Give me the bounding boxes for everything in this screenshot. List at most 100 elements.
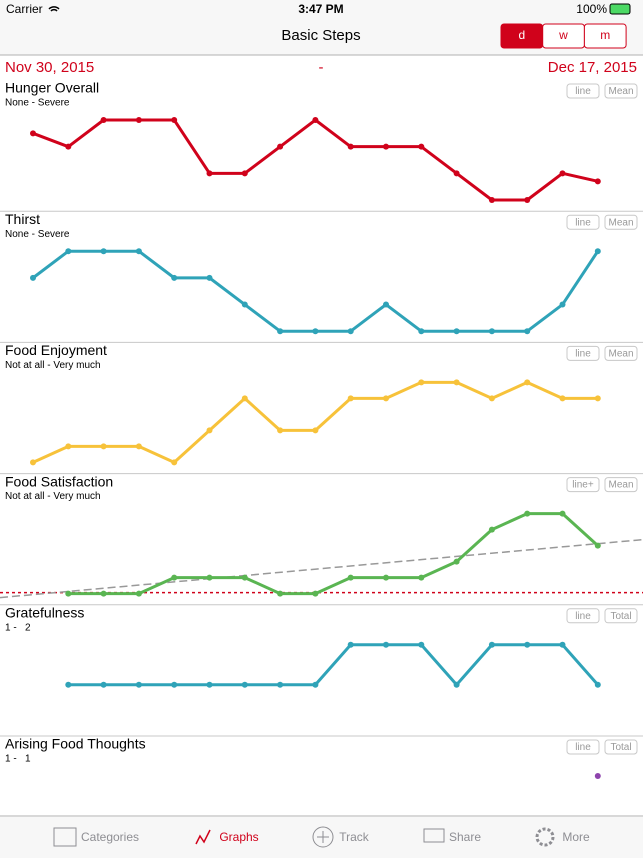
battery-icon	[609, 3, 631, 15]
segment-label: d	[518, 28, 525, 42]
data-point	[135, 590, 142, 597]
data-point	[347, 395, 354, 402]
panel-title: Arising Food Thoughts	[5, 736, 146, 752]
series-line	[68, 643, 599, 687]
data-point	[383, 395, 389, 402]
data-point	[65, 443, 72, 450]
wifi-icon	[48, 6, 60, 12]
data-point	[418, 641, 425, 648]
data-point	[100, 248, 107, 255]
panel-button[interactable]	[604, 477, 638, 493]
data-point	[277, 143, 284, 150]
data-point	[383, 143, 389, 150]
panel-button[interactable]	[566, 345, 600, 361]
panel-title: Hunger Overall	[5, 80, 99, 96]
data-point	[594, 178, 601, 185]
clock: 3:47 PM	[298, 2, 343, 16]
panel-subtitle: 1 - 2	[5, 622, 31, 633]
data-point	[206, 170, 213, 177]
data-point	[488, 328, 495, 335]
data-point	[312, 427, 319, 434]
data-point	[241, 301, 248, 308]
data-point	[65, 248, 72, 255]
panel-button[interactable]	[604, 345, 638, 361]
data-point	[559, 510, 566, 517]
panel-button-label: line	[575, 86, 591, 97]
data-point	[488, 395, 495, 402]
data-point	[206, 574, 213, 581]
panel-button[interactable]	[566, 214, 600, 230]
data-point	[418, 574, 425, 581]
panel-button[interactable]	[604, 214, 638, 230]
panel-button[interactable]	[604, 83, 638, 99]
icon-track-plus	[317, 831, 329, 843]
data-point	[383, 574, 389, 581]
panel-button-label: line	[575, 742, 591, 753]
panel-subtitle: None - Severe	[5, 98, 70, 109]
panel-button-label: Total	[610, 611, 631, 622]
data-point	[453, 681, 460, 688]
data-point	[559, 301, 566, 308]
data-point	[100, 590, 107, 597]
panel-button-label: Mean	[608, 86, 633, 97]
panels-bg	[0, 80, 643, 816]
panel-button[interactable]	[566, 83, 600, 99]
panel-button-label: line+	[572, 480, 594, 491]
segment-label: m	[600, 28, 610, 42]
data-point	[594, 248, 601, 255]
data-point	[312, 681, 319, 688]
icon-share	[423, 828, 445, 843]
data-point	[65, 590, 72, 597]
data-point	[347, 328, 354, 335]
data-point	[241, 170, 248, 177]
data-point	[453, 170, 460, 177]
segment-label: w	[558, 28, 568, 42]
data-point	[453, 328, 460, 335]
data-point	[383, 301, 389, 308]
tab-label[interactable]: Graphs	[219, 830, 258, 844]
data-point	[594, 542, 601, 549]
icon-categories	[53, 827, 77, 847]
icon-more	[535, 827, 555, 847]
data-point	[277, 328, 284, 335]
data-point	[30, 274, 36, 281]
data-point	[100, 443, 107, 450]
data-point	[559, 395, 566, 402]
panel-button[interactable]	[566, 608, 600, 624]
data-point	[241, 395, 248, 402]
data-point	[277, 590, 284, 597]
data-point	[206, 427, 213, 434]
panel-button-label: Mean	[608, 349, 633, 360]
data-point	[488, 641, 495, 648]
tab-label[interactable]: Share	[449, 830, 481, 844]
panel-button[interactable]	[566, 739, 600, 755]
series-line	[68, 512, 599, 596]
data-point	[206, 274, 213, 281]
data-point	[559, 641, 566, 648]
tab-label[interactable]: Track	[339, 830, 370, 844]
panel-button[interactable]	[566, 477, 600, 493]
data-point	[488, 197, 495, 203]
panel-button-label: line	[575, 611, 591, 622]
panel-subtitle: None - Severe	[5, 229, 70, 240]
panel-button[interactable]	[604, 739, 638, 755]
segment[interactable]	[583, 23, 627, 49]
panel-button[interactable]	[604, 608, 638, 624]
icon-track	[312, 826, 334, 848]
data-point	[206, 681, 213, 688]
tab-label[interactable]: Categories	[81, 830, 139, 844]
panel-title: Food Satisfaction	[5, 473, 113, 489]
data-point	[524, 197, 531, 203]
nav-title: Basic Steps	[281, 27, 360, 44]
data-point	[100, 117, 107, 123]
data-point	[312, 328, 319, 335]
carrier: Carrier	[6, 2, 43, 16]
data-point	[418, 379, 425, 386]
panel-subtitle: 1 - 1	[5, 754, 31, 765]
data-point	[30, 459, 36, 466]
data-point	[524, 510, 531, 517]
tab-label[interactable]: More	[562, 830, 590, 844]
data-point	[312, 117, 319, 123]
data-point	[241, 681, 248, 688]
